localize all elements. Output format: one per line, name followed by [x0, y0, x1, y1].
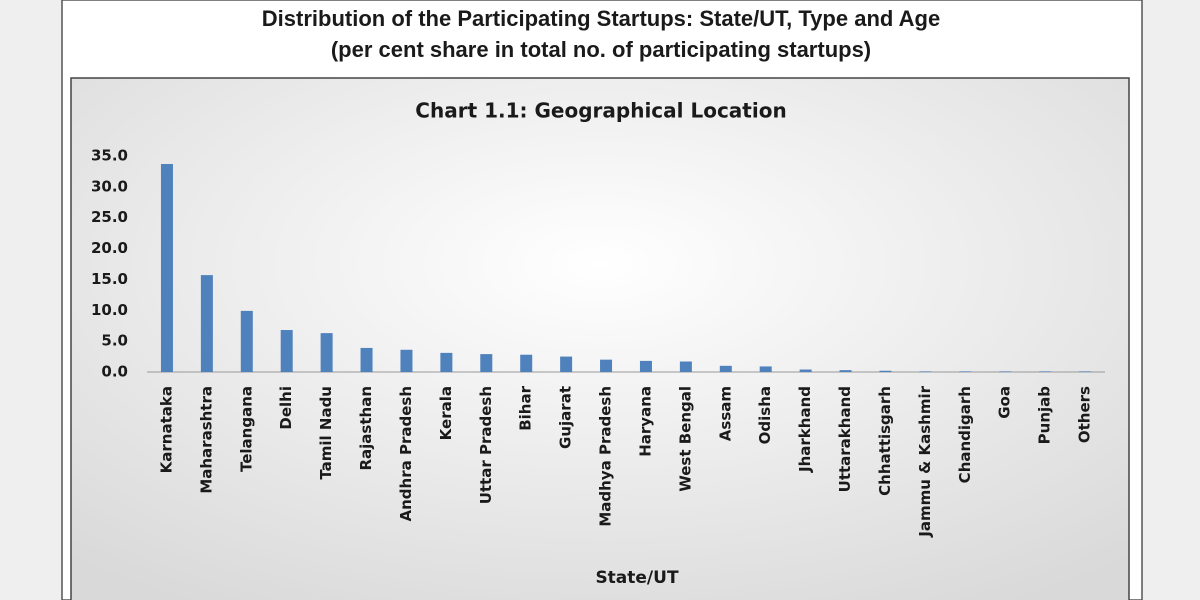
x-tick-label: Bihar	[517, 385, 535, 430]
bar	[240, 310, 253, 372]
bar	[160, 164, 173, 372]
page-subtitle: (per cent share in total no. of particip…	[331, 37, 871, 62]
bar	[1079, 371, 1092, 372]
y-tick-label: 10.0	[91, 301, 128, 319]
y-tick-label: 30.0	[91, 177, 128, 195]
chart-title: Chart 1.1: Geographical Location	[415, 99, 786, 123]
x-tick-label: Gujarat	[557, 386, 575, 449]
bar	[839, 370, 852, 372]
x-tick-label: Maharashtra	[197, 386, 215, 494]
bar	[759, 366, 772, 372]
y-tick-label: 25.0	[91, 208, 128, 226]
y-tick-label: 20.0	[91, 239, 128, 257]
x-tick-label: Assam	[716, 386, 734, 441]
x-tick-label: Haryana	[636, 386, 654, 457]
bar	[400, 349, 413, 372]
x-tick-label: Delhi	[277, 386, 295, 430]
x-tick-label: Jammu & Kashmir	[916, 385, 934, 537]
y-tick-label: 15.0	[91, 270, 128, 288]
x-tick-label: Chandigarh	[956, 386, 974, 483]
bar	[360, 347, 373, 372]
bar	[799, 369, 812, 372]
x-tick-label: Chhattisgarh	[876, 386, 894, 496]
bar	[679, 361, 692, 372]
bar	[320, 333, 333, 372]
x-tick-label: Uttarakhand	[836, 386, 854, 492]
page-title: Distribution of the Participating Startu…	[262, 6, 940, 31]
bar	[919, 371, 932, 372]
bar	[440, 352, 453, 372]
x-tick-label: Others	[1076, 386, 1094, 443]
bar	[719, 365, 732, 372]
y-tick-label: 5.0	[101, 332, 128, 350]
x-tick-label: Punjab	[1036, 386, 1054, 445]
x-tick-label: Odisha	[756, 386, 774, 444]
bar	[560, 356, 573, 372]
bar	[639, 360, 652, 372]
x-tick-label: Karnataka	[157, 386, 175, 473]
y-tick-label: 0.0	[101, 363, 128, 381]
x-tick-label: Telangana	[237, 386, 255, 472]
x-tick-label: Jharkhand	[796, 386, 814, 473]
bar	[280, 330, 293, 372]
bar	[999, 371, 1012, 372]
bar	[959, 371, 972, 372]
bar	[879, 370, 892, 372]
x-tick-label: Rajasthan	[357, 386, 375, 471]
x-tick-label: Uttar Pradesh	[477, 386, 495, 504]
bar	[200, 275, 213, 372]
bar	[1039, 371, 1052, 372]
y-tick-label: 35.0	[91, 147, 128, 165]
x-tick-label: Kerala	[437, 386, 455, 440]
x-tick-label: Tamil Nadu	[317, 386, 335, 480]
x-tick-label: Andhra Pradesh	[397, 386, 415, 521]
bar	[600, 359, 613, 372]
x-axis-label: State/UT	[595, 568, 679, 588]
x-tick-label: Goa	[996, 386, 1014, 419]
x-tick-label: West Bengal	[676, 386, 694, 492]
bar	[480, 354, 493, 372]
x-tick-label: Madhya Pradesh	[597, 386, 615, 527]
bar	[520, 354, 533, 372]
